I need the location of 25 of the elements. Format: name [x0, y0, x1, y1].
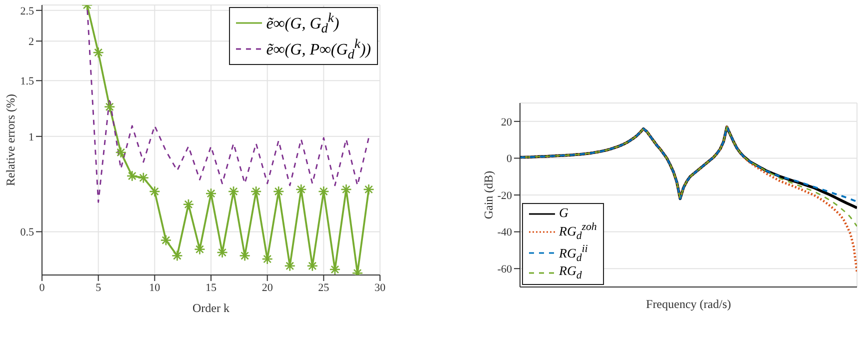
y-tick-label: -20 — [497, 190, 512, 202]
y-tick-label: 2.5 — [20, 5, 34, 18]
y-axis-title: Relative errors (%) — [3, 94, 18, 186]
y-tick-label: 1 — [28, 131, 34, 144]
x-tick-label: 20 — [262, 282, 274, 294]
legend-label: ẽ∞(G, P∞(G$_{d}$$^{k}$)) — [266, 36, 371, 62]
y-axis-title: Gain (dB) — [481, 170, 496, 220]
legend-label: G — [559, 205, 568, 222]
x-tick-label: 10 — [149, 282, 161, 294]
y-tick-label: 1.5 — [20, 76, 34, 88]
y-tick-label: 0.5 — [20, 226, 34, 239]
x-tick-label: 0 — [39, 282, 46, 294]
x-tick-label: 5 — [96, 282, 102, 294]
y-tick-label: 2 — [28, 36, 34, 48]
x-axis-title: Order k — [192, 301, 230, 315]
x-tick-label: 30 — [374, 282, 386, 294]
y-tick-label: -40 — [497, 226, 512, 239]
x-tick-label: 25 — [318, 282, 330, 294]
y-tick-label: -60 — [497, 264, 512, 276]
x-tick-label: 15 — [206, 282, 217, 294]
y-tick-label: 0 — [506, 153, 512, 166]
legend-label: RG$_{d}$ — [559, 262, 582, 282]
x-axis-title: Frequency (rad/s) — [646, 297, 731, 311]
legend-label: ẽ∞(G, G$_{d}$$^{k}$) — [266, 10, 340, 36]
y-tick-label: 20 — [501, 116, 512, 128]
